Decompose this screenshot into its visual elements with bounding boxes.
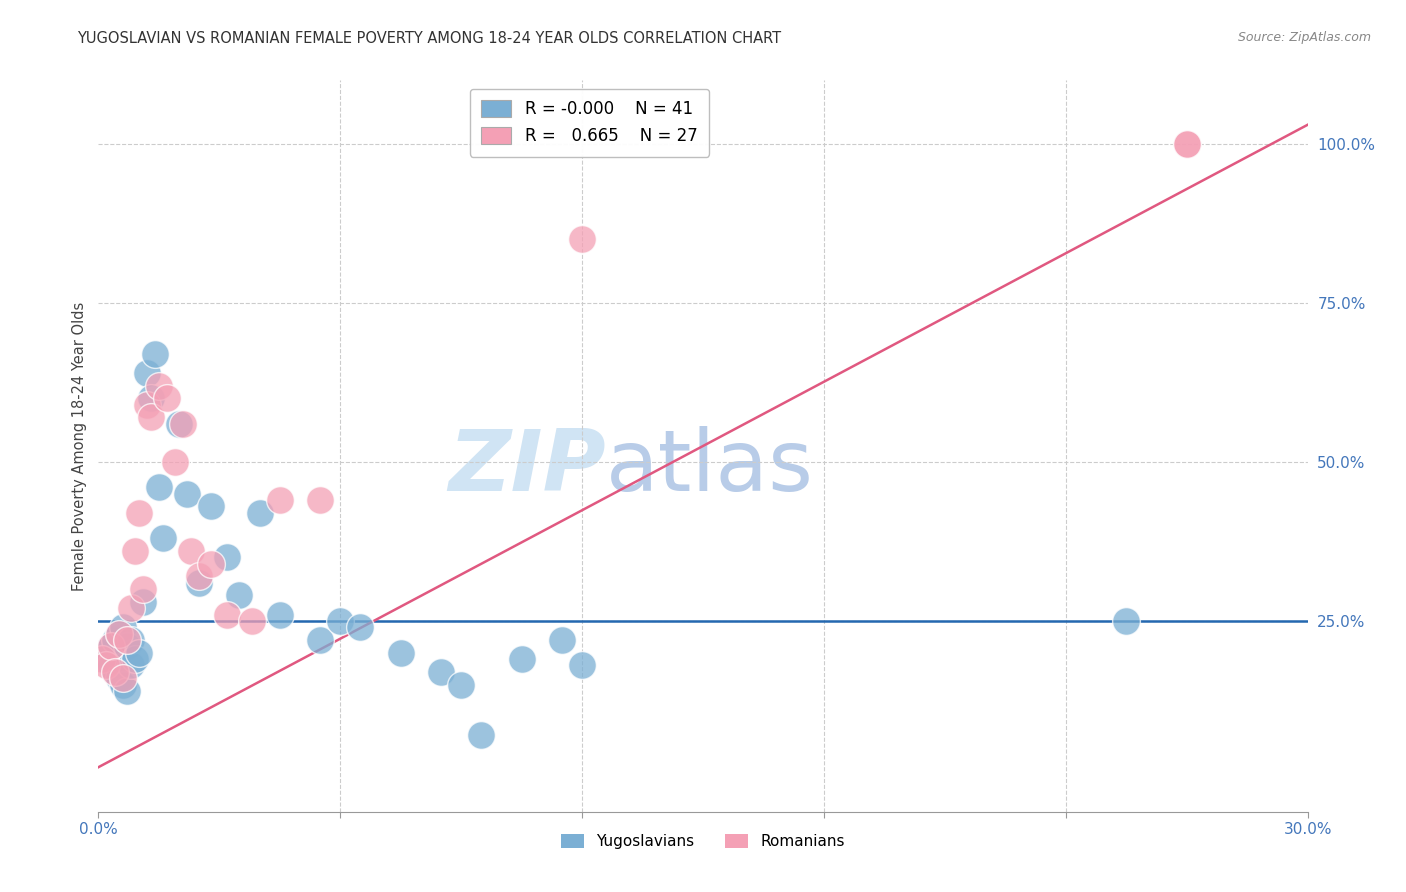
Point xyxy=(103,665,125,679)
Point xyxy=(551,632,574,647)
Point xyxy=(128,506,150,520)
Point xyxy=(100,640,122,654)
Point xyxy=(249,506,271,520)
Point xyxy=(217,607,239,622)
Point xyxy=(100,640,122,654)
Text: Source: ZipAtlas.com: Source: ZipAtlas.com xyxy=(1237,31,1371,45)
Point xyxy=(148,378,170,392)
Point xyxy=(1175,136,1198,151)
Point xyxy=(139,392,162,406)
Point xyxy=(1175,136,1198,151)
Point xyxy=(269,493,291,508)
Point xyxy=(132,595,155,609)
Text: atlas: atlas xyxy=(606,426,814,509)
Point xyxy=(111,620,134,634)
Point xyxy=(309,632,332,647)
Point xyxy=(103,665,125,679)
Point xyxy=(96,652,118,666)
Point xyxy=(152,531,174,545)
Point xyxy=(571,658,593,673)
Y-axis label: Female Poverty Among 18-24 Year Olds: Female Poverty Among 18-24 Year Olds xyxy=(72,301,87,591)
Point xyxy=(111,677,134,691)
Point xyxy=(128,646,150,660)
Point xyxy=(100,658,122,673)
Point xyxy=(91,652,114,666)
Point xyxy=(124,544,146,558)
Point xyxy=(180,544,202,558)
Point xyxy=(430,665,453,679)
Point xyxy=(176,486,198,500)
Point xyxy=(120,601,142,615)
Point xyxy=(120,632,142,647)
Point xyxy=(217,550,239,565)
Point xyxy=(156,392,179,406)
Point xyxy=(1115,614,1137,628)
Point xyxy=(269,607,291,622)
Point xyxy=(240,614,263,628)
Point xyxy=(200,500,222,514)
Point xyxy=(96,658,118,673)
Point xyxy=(115,684,138,698)
Point xyxy=(103,632,125,647)
Point xyxy=(163,455,186,469)
Point xyxy=(91,646,114,660)
Point xyxy=(135,366,157,380)
Point xyxy=(200,557,222,571)
Point xyxy=(188,575,211,590)
Point xyxy=(111,671,134,685)
Point xyxy=(571,232,593,246)
Point xyxy=(107,626,129,640)
Point xyxy=(172,417,194,431)
Point xyxy=(188,569,211,583)
Point xyxy=(135,398,157,412)
Point xyxy=(139,410,162,425)
Point xyxy=(389,646,412,660)
Point xyxy=(148,480,170,494)
Point xyxy=(167,417,190,431)
Point xyxy=(450,677,472,691)
Point xyxy=(349,620,371,634)
Point xyxy=(228,589,250,603)
Point xyxy=(115,640,138,654)
Point xyxy=(115,632,138,647)
Point xyxy=(470,728,492,742)
Point xyxy=(120,658,142,673)
Point xyxy=(309,493,332,508)
Text: YUGOSLAVIAN VS ROMANIAN FEMALE POVERTY AMONG 18-24 YEAR OLDS CORRELATION CHART: YUGOSLAVIAN VS ROMANIAN FEMALE POVERTY A… xyxy=(77,31,782,46)
Point xyxy=(107,671,129,685)
Point xyxy=(143,347,166,361)
Legend: Yugoslavians, Romanians: Yugoslavians, Romanians xyxy=(555,828,851,855)
Point xyxy=(107,626,129,640)
Point xyxy=(132,582,155,596)
Text: ZIP: ZIP xyxy=(449,426,606,509)
Point xyxy=(124,652,146,666)
Point xyxy=(510,652,533,666)
Point xyxy=(329,614,352,628)
